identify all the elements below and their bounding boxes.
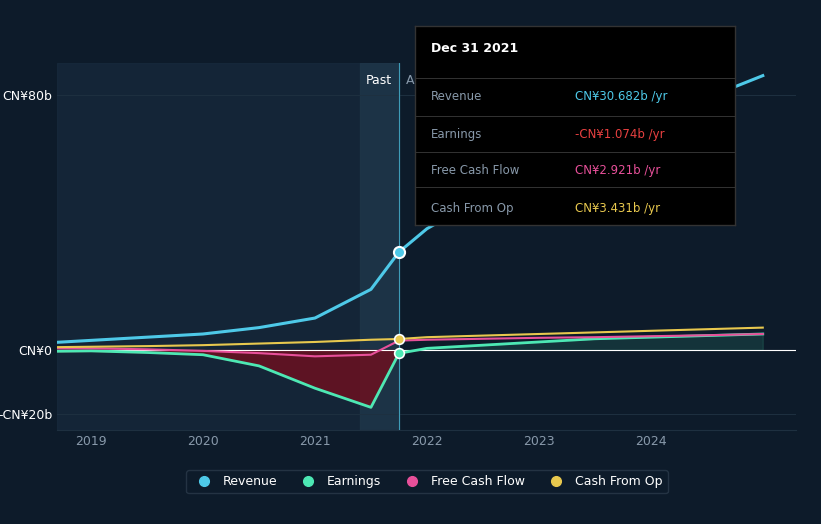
Text: Dec 31 2021: Dec 31 2021 — [431, 42, 518, 55]
Text: Past: Past — [365, 74, 392, 87]
Bar — [360, 63, 399, 430]
Text: CN¥30.682b /yr: CN¥30.682b /yr — [575, 90, 667, 103]
Text: Free Cash Flow: Free Cash Flow — [431, 164, 519, 177]
Text: Analysts Forecasts: Analysts Forecasts — [406, 74, 523, 87]
Text: CN¥2.921b /yr: CN¥2.921b /yr — [575, 164, 660, 177]
Bar — [57, 63, 399, 430]
Text: -CN¥1.074b /yr: -CN¥1.074b /yr — [575, 128, 664, 141]
Text: CN¥3.431b /yr: CN¥3.431b /yr — [575, 202, 660, 215]
Text: Cash From Op: Cash From Op — [431, 202, 513, 215]
Text: Revenue: Revenue — [431, 90, 482, 103]
Text: Earnings: Earnings — [431, 128, 482, 141]
Legend: Revenue, Earnings, Free Cash Flow, Cash From Op: Revenue, Earnings, Free Cash Flow, Cash … — [186, 470, 667, 493]
